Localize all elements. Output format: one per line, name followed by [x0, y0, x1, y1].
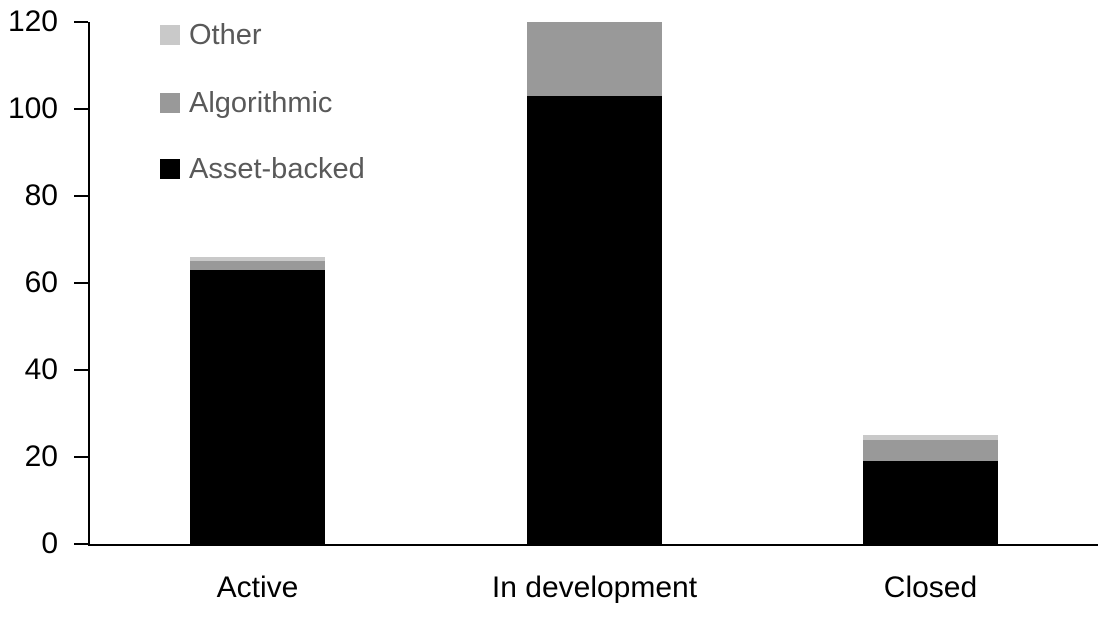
- bar-segment-algorithmic: [863, 439, 998, 462]
- bar-in-development: [527, 22, 662, 544]
- legend-swatch-icon: [160, 93, 180, 113]
- y-tick-mark: [74, 369, 88, 371]
- y-tick-label: 120: [7, 5, 58, 38]
- y-tick-label: 60: [24, 266, 58, 299]
- legend-label: Other: [189, 19, 262, 51]
- y-tick-label: 0: [41, 527, 58, 560]
- x-category-label: In development: [491, 571, 698, 604]
- y-tick-mark: [74, 456, 88, 458]
- y-tick-label: 100: [7, 92, 58, 125]
- legend-item-other: Other: [160, 18, 262, 52]
- plot-area: [88, 22, 1098, 546]
- bar-segment-asset-backed: [527, 95, 662, 544]
- y-tick-label: 20: [24, 440, 58, 473]
- y-tick-mark: [74, 195, 88, 197]
- legend-swatch-icon: [160, 25, 180, 45]
- legend-item-asset-backed: Asset-backed: [160, 152, 365, 186]
- legend-label: Algorithmic: [189, 87, 333, 119]
- legend-swatch-icon: [160, 159, 180, 179]
- bar-segment-other: [863, 435, 998, 440]
- y-tick-label: 40: [24, 353, 58, 386]
- y-tick-mark: [74, 543, 88, 545]
- x-category-label: Active: [216, 571, 299, 604]
- bar-active: [190, 22, 325, 544]
- legend-item-algorithmic: Algorithmic: [160, 86, 332, 120]
- y-tick-mark: [74, 282, 88, 284]
- x-category-label: Closed: [883, 571, 978, 604]
- legend-label: Asset-backed: [189, 153, 365, 185]
- bar-closed: [863, 22, 998, 544]
- bar-segment-algorithmic: [190, 261, 325, 270]
- bar-segment-other: [190, 256, 325, 262]
- bar-segment-algorithmic: [527, 22, 662, 96]
- y-tick-mark: [74, 108, 88, 110]
- y-tick-label: 80: [24, 179, 58, 212]
- bar-segment-asset-backed: [863, 461, 998, 544]
- y-tick-mark: [74, 21, 88, 23]
- bar-segment-asset-backed: [190, 269, 325, 544]
